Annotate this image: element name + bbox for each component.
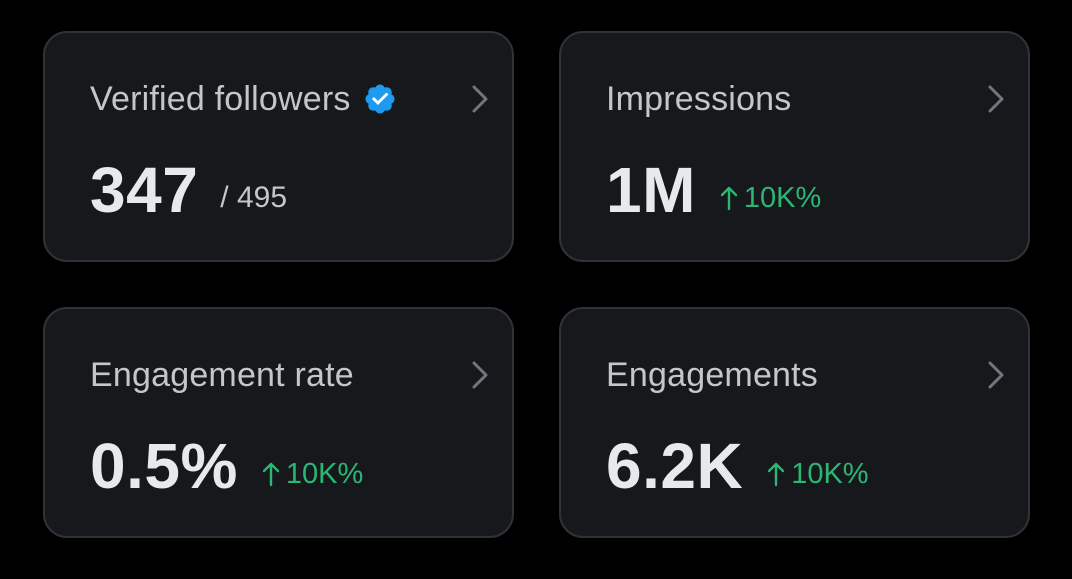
- chevron-right-icon[interactable]: [468, 83, 492, 115]
- card-value: 1M: [606, 154, 696, 226]
- engagements-card[interactable]: Engagements 6.2K 10K%: [559, 307, 1030, 538]
- card-title: Engagement rate: [90, 356, 354, 394]
- card-title: Engagements: [606, 356, 819, 394]
- arrow-up-icon: [720, 186, 738, 211]
- card-delta: 10K%: [767, 458, 869, 490]
- card-title-row: Engagements: [606, 355, 818, 395]
- card-value-row: 6.2K 10K%: [606, 431, 869, 501]
- card-title-row: Verified followers: [90, 79, 397, 119]
- card-delta: 10K%: [720, 183, 821, 213]
- engagement-rate-card[interactable]: Engagement rate 0.5% 10K%: [43, 307, 514, 538]
- card-title: Impressions: [606, 80, 792, 118]
- card-title-row: Engagement rate: [90, 355, 354, 395]
- arrow-up-icon: [262, 462, 280, 487]
- card-value: 0.5%: [90, 430, 238, 502]
- card-value-row: 0.5% 10K%: [90, 431, 363, 501]
- chevron-right-icon[interactable]: [468, 359, 492, 391]
- chevron-right-icon[interactable]: [984, 83, 1008, 115]
- card-value: 6.2K: [606, 430, 744, 502]
- card-delta-value: 10K%: [743, 182, 822, 214]
- card-title: Verified followers: [90, 80, 351, 118]
- card-value-row: 347 / 495: [90, 155, 287, 225]
- card-sub-value: / 495: [220, 181, 288, 214]
- card-value: 347: [90, 154, 199, 226]
- card-value-row: 1M 10K%: [606, 155, 821, 225]
- card-delta-value: 10K%: [285, 458, 364, 490]
- card-delta-value: 10K%: [791, 458, 869, 490]
- verified-followers-card[interactable]: Verified followers 347 / 495: [43, 31, 514, 262]
- arrow-up-icon: [767, 462, 785, 487]
- card-title-row: Impressions: [606, 79, 791, 119]
- card-delta: 10K%: [262, 459, 363, 489]
- chevron-right-icon[interactable]: [984, 359, 1008, 391]
- verified-badge-icon: [365, 84, 395, 114]
- impressions-card[interactable]: Impressions 1M 10K%: [559, 31, 1030, 262]
